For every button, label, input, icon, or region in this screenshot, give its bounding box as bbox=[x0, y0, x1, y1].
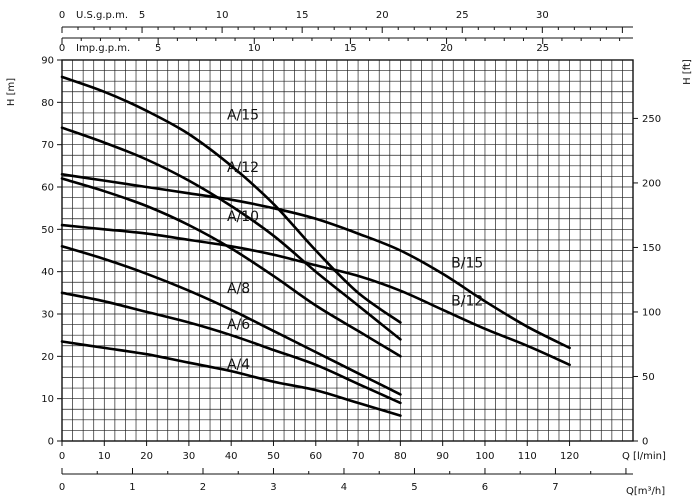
impgpm-tick-label: 15 bbox=[344, 43, 357, 54]
curve-label-a-15: A/15 bbox=[227, 107, 259, 123]
left-tick-label: 70 bbox=[41, 140, 54, 151]
right-tick-label: 150 bbox=[642, 243, 661, 254]
bottom-lpm-tick-label: 40 bbox=[225, 451, 238, 462]
right-tick-label: 250 bbox=[642, 114, 661, 125]
left-tick-label: 30 bbox=[41, 310, 54, 321]
bottom-lpm-tick-label: 0 bbox=[59, 451, 65, 462]
left-tick-label: 50 bbox=[41, 225, 54, 236]
top-axis-impgpm-label: Imp.g.p.m. bbox=[76, 43, 130, 54]
m3h-tick-label: 5 bbox=[411, 482, 417, 493]
right-tick-label: 200 bbox=[642, 178, 661, 189]
bottom-lpm-tick-label: 50 bbox=[267, 451, 280, 462]
m3h-tick-label: 1 bbox=[129, 482, 135, 493]
impgpm-tick-label: 20 bbox=[440, 43, 453, 54]
usgpm-tick-label: 25 bbox=[456, 10, 469, 21]
usgpm-tick-label: 0 bbox=[59, 10, 65, 21]
impgpm-tick-label: 0 bbox=[59, 43, 65, 54]
bottom-lpm-tick-label: 60 bbox=[309, 451, 322, 462]
m3h-tick-label: 4 bbox=[341, 482, 347, 493]
usgpm-tick-label: 20 bbox=[376, 10, 389, 21]
usgpm-tick-label: 15 bbox=[296, 10, 309, 21]
usgpm-tick-label: 10 bbox=[216, 10, 229, 21]
m3h-tick-label: 2 bbox=[200, 482, 206, 493]
bottom-lpm-tick-label: 10 bbox=[98, 451, 111, 462]
right-tick-label: 100 bbox=[642, 307, 661, 318]
curve-label-b-12: B/12 bbox=[451, 294, 483, 310]
usgpm-tick-label: 5 bbox=[139, 10, 145, 21]
left-tick-label: 40 bbox=[41, 267, 54, 278]
chart-grid bbox=[62, 60, 633, 441]
impgpm-tick-label: 10 bbox=[248, 43, 261, 54]
right-tick-label: 50 bbox=[642, 372, 655, 383]
y-axis-left-label: H [m] bbox=[6, 78, 17, 106]
impgpm-tick-label: 5 bbox=[155, 43, 161, 54]
impgpm-tick-label: 25 bbox=[536, 43, 549, 54]
m3h-tick-label: 6 bbox=[482, 482, 488, 493]
left-tick-label: 90 bbox=[41, 56, 54, 67]
bottom-lpm-tick-label: 70 bbox=[352, 451, 365, 462]
curve-label-a-12: A/12 bbox=[227, 160, 259, 176]
bottom-lpm-tick-label: 80 bbox=[394, 451, 407, 462]
bottom-lpm-tick-label: 90 bbox=[436, 451, 449, 462]
bottom-lpm-tick-label: 110 bbox=[518, 451, 537, 462]
curve-label-a-10: A/10 bbox=[227, 209, 259, 225]
left-tick-label: 60 bbox=[41, 183, 54, 194]
bottom-lpm-tick-label: 20 bbox=[140, 451, 153, 462]
x-axis-m3h-label: Q[m³/h] bbox=[626, 486, 665, 497]
bottom-lpm-tick-label: 100 bbox=[475, 451, 494, 462]
y-axis-right-label: H [ft] bbox=[682, 59, 693, 85]
m3h-tick-label: 3 bbox=[270, 482, 276, 493]
top-axis-usgpm-label: U.S.g.p.m. bbox=[76, 10, 128, 21]
curve-label-a-8: A/8 bbox=[227, 281, 250, 297]
bottom-lpm-tick-label: 120 bbox=[560, 451, 579, 462]
left-tick-label: 0 bbox=[48, 437, 54, 448]
left-tick-label: 10 bbox=[41, 394, 54, 405]
m3h-tick-label: 0 bbox=[59, 482, 65, 493]
curve-label-a-4: A/4 bbox=[227, 357, 250, 373]
curve-label-a-6: A/6 bbox=[227, 317, 250, 333]
left-tick-label: 80 bbox=[41, 98, 54, 109]
usgpm-tick-label: 30 bbox=[536, 10, 549, 21]
curve-label-b-15: B/15 bbox=[451, 255, 483, 271]
m3h-tick-label: 7 bbox=[552, 482, 558, 493]
left-tick-label: 20 bbox=[41, 352, 54, 363]
right-tick-label: 0 bbox=[642, 437, 648, 448]
bottom-lpm-tick-label: 30 bbox=[183, 451, 196, 462]
x-axis-lpm-label: Q [l/min] bbox=[622, 451, 666, 462]
